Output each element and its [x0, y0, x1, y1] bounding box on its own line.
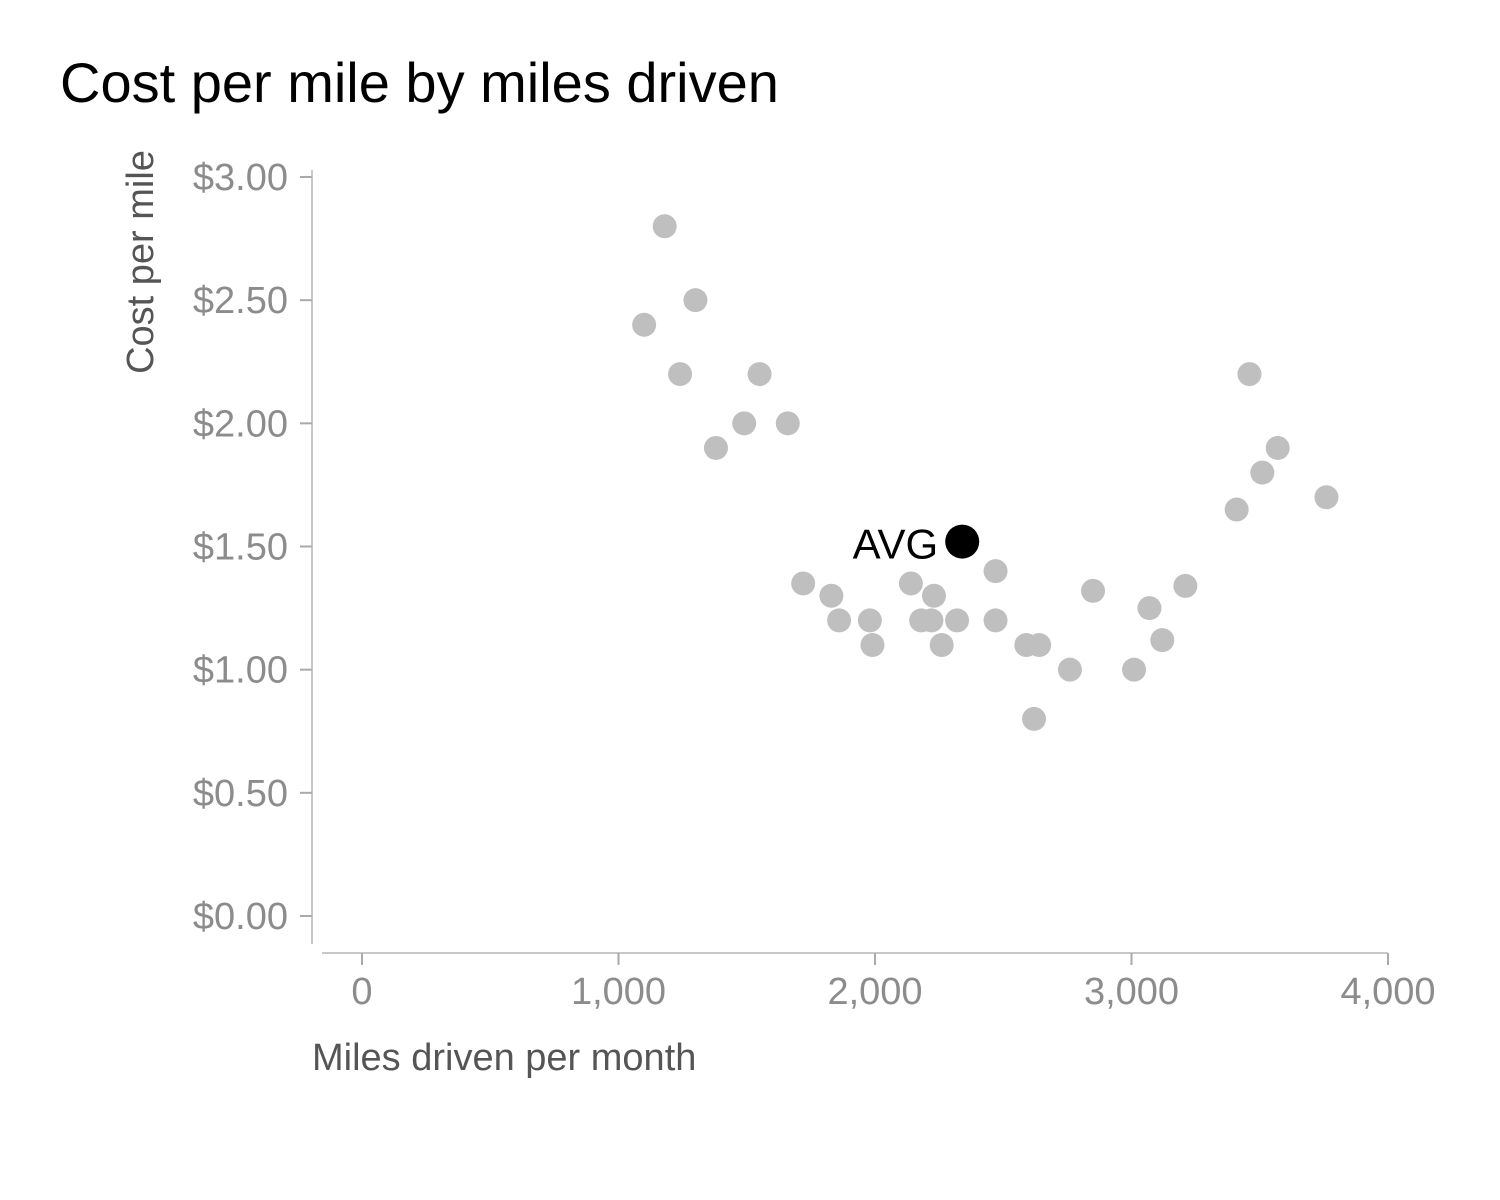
y-tick-label: $3.00 — [193, 157, 288, 199]
y-tick-label: $2.00 — [193, 403, 288, 445]
y-axis: $0.00 $0.50 $1.00 $1.50 $2.00 $2.50 $3.00 — [193, 157, 313, 944]
y-tick-label: $2.50 — [193, 280, 288, 322]
data-point — [1057, 657, 1082, 682]
x-tick-label: 3,000 — [1084, 971, 1179, 1013]
y-tick-label: $0.00 — [193, 896, 288, 938]
data-point — [683, 288, 708, 313]
data-point — [775, 411, 800, 436]
data-point — [860, 633, 885, 658]
avg-point — [945, 524, 980, 559]
data-point — [791, 571, 816, 596]
x-tick-label: 1,000 — [571, 971, 666, 1013]
data-point — [703, 435, 728, 460]
data-point — [1027, 633, 1052, 658]
data-point — [1250, 460, 1275, 485]
data-point — [1265, 435, 1290, 460]
data-point — [652, 214, 677, 239]
data-point — [857, 608, 882, 633]
y-tick-label: $1.00 — [193, 650, 288, 692]
y-tick-label: $0.50 — [193, 773, 288, 815]
x-axis: 0 1,000 2,000 3,000 4,000 — [322, 952, 1436, 1013]
data-point — [929, 633, 954, 658]
x-axis-title: Miles driven per month — [312, 1037, 696, 1079]
data-point — [827, 608, 852, 633]
x-tick-label: 0 — [351, 971, 372, 1013]
y-tick-label: $1.50 — [193, 527, 288, 569]
data-point — [668, 362, 693, 387]
data-point — [1137, 596, 1162, 621]
data-point — [732, 411, 757, 436]
data-point — [1314, 485, 1339, 510]
data-point — [747, 362, 772, 387]
data-point — [1150, 628, 1175, 653]
data-point — [983, 559, 1008, 584]
data-point — [1122, 657, 1147, 682]
data-point — [1022, 706, 1047, 731]
y-axis-title: Cost per mile — [120, 150, 162, 374]
data-point — [945, 608, 970, 633]
data-points: AVG — [632, 214, 1339, 731]
data-point — [632, 312, 657, 337]
x-tick-label: 4,000 — [1340, 971, 1435, 1013]
data-point — [1173, 573, 1198, 598]
data-point — [1224, 497, 1249, 522]
data-point — [921, 583, 946, 608]
data-point — [983, 608, 1008, 633]
data-point — [819, 583, 844, 608]
data-point — [1237, 362, 1262, 387]
x-tick-label: 2,000 — [827, 971, 922, 1013]
chart-title: Cost per mile by miles driven — [60, 51, 779, 114]
data-point — [898, 571, 923, 596]
data-point — [919, 608, 944, 633]
data-point — [1081, 578, 1106, 603]
avg-label: AVG — [853, 521, 939, 568]
